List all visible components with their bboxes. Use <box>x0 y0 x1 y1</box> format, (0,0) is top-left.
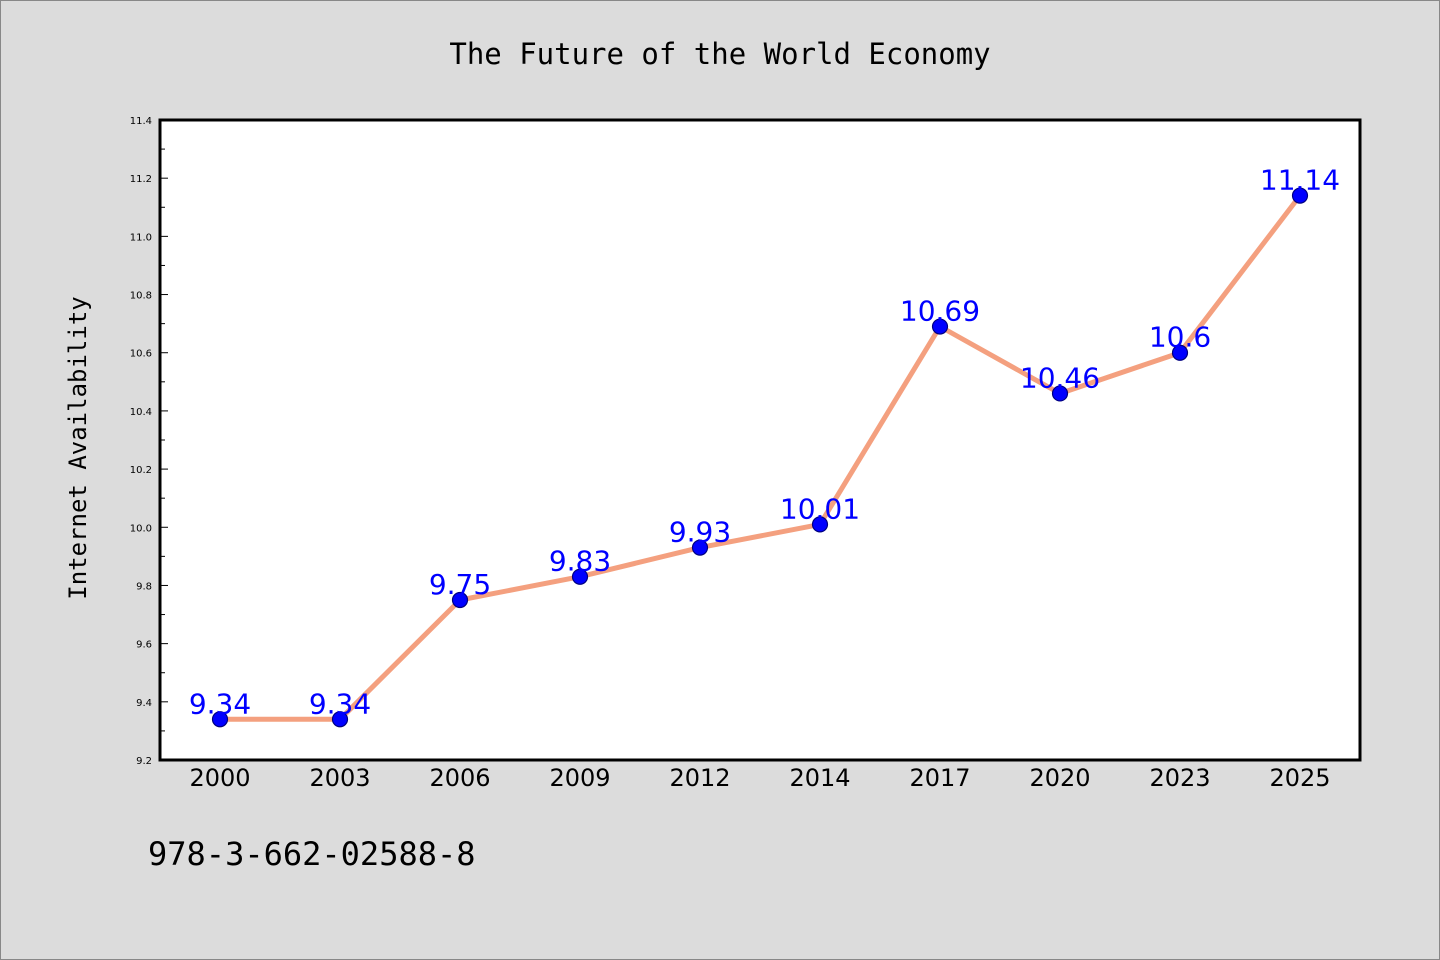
data-point-2025 <box>1291 187 1309 204</box>
data-label-2014: 10.01 <box>780 492 860 525</box>
x-axis: 2000 2003 2006 2009 2012 2014 2017 2020 2023 2025 <box>189 764 1330 792</box>
y-axis-label: Internet Availability <box>64 296 92 599</box>
data-point-2014 <box>811 516 829 533</box>
data-point-2009 <box>571 568 589 585</box>
x-tick-label: 2023 <box>1149 764 1210 792</box>
data-point-2012 <box>691 539 709 556</box>
y-tick-label: 11.0 <box>130 232 152 243</box>
y-tick-label: 10.2 <box>130 465 152 476</box>
x-tick-label: 2003 <box>309 764 370 792</box>
data-point-2020 <box>1051 385 1069 402</box>
data-label-2025: 11.14 <box>1260 164 1340 197</box>
plot-area <box>160 120 1360 760</box>
data-label-2012: 9.93 <box>669 516 731 549</box>
data-point-2003 <box>331 711 349 728</box>
y-tick-label: 11.4 <box>130 116 152 127</box>
y-tick-label: 10.0 <box>130 523 152 534</box>
series-line <box>220 194 1302 722</box>
y-tick-label: 10.4 <box>130 407 152 418</box>
data-label-2003: 9.34 <box>309 687 371 720</box>
y-tick-label: 10.6 <box>130 349 152 360</box>
data-label-2006: 9.75 <box>429 568 491 601</box>
data-label-2017: 10.69 <box>900 295 980 328</box>
x-tick-label: 2014 <box>789 764 850 792</box>
y-tick-label: 10.8 <box>130 291 152 302</box>
data-label-2000: 9.34 <box>189 687 251 720</box>
data-point-2000 <box>211 711 229 728</box>
data-label-2020: 10.46 <box>1020 361 1100 394</box>
x-tick-label: 2025 <box>1269 764 1330 792</box>
y-tick-label: 9.2 <box>136 756 152 767</box>
data-point-2006 <box>451 591 469 609</box>
y-axis: 9.2 9.4 9.6 9.8 10.0 10.2 10.4 10.6 10.8 11.0 11.2… <box>130 116 168 767</box>
x-tick-label: 2012 <box>669 764 730 792</box>
y-tick-label: 9.6 <box>136 640 152 651</box>
x-tick-label: 2020 <box>1029 764 1090 792</box>
data-label-2023: 10.6 <box>1149 321 1211 354</box>
data-label-2009: 9.83 <box>549 545 611 578</box>
x-tick-label: 2000 <box>189 764 250 792</box>
y-tick-label: 11.2 <box>130 174 152 185</box>
data-point-2023 <box>1171 344 1189 361</box>
plot-frame <box>158 118 1362 762</box>
isbn-text: 978-3-662-02588-8 <box>148 835 476 873</box>
x-tick-label: 2017 <box>909 764 970 792</box>
data-label-layer: 9.34 9.34 9.75 9.83 9.93 10.01 10.69 10.46 10.6 1… <box>189 164 1340 721</box>
series-layer <box>220 194 1302 722</box>
x-tick-label: 2009 <box>549 764 610 792</box>
chart-title: The Future of the World Economy <box>449 37 990 71</box>
x-tick-label: 2006 <box>429 764 490 792</box>
y-tick-label: 9.8 <box>136 581 152 592</box>
marker-layer <box>211 187 1309 728</box>
y-tick-label: 9.4 <box>136 698 152 709</box>
data-point-2017 <box>931 318 949 335</box>
